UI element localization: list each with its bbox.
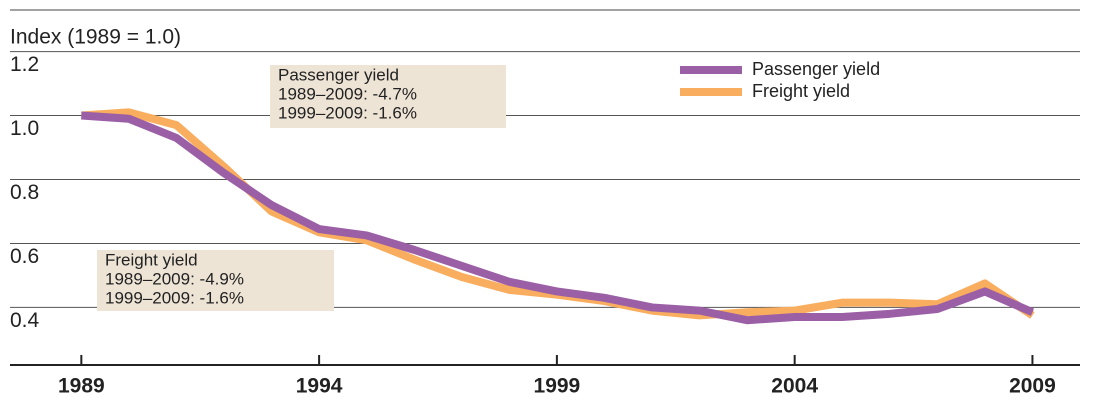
y-tick-label: 1.0 [10, 117, 39, 140]
annotation-box [97, 250, 334, 311]
x-tick-label: 1994 [296, 375, 343, 398]
annotation-text: Freight yield [105, 250, 198, 269]
legend-label: Freight yield [752, 81, 850, 101]
y-axis-label: Index (1989 = 1.0) [10, 26, 181, 49]
legend-label: Passenger yield [752, 59, 880, 79]
annotation-text: 1989–2009: -4.7% [278, 84, 417, 103]
annotation-box [270, 65, 506, 128]
annotation-text: 1999–2009: -1.6% [278, 103, 417, 122]
annotation-text: Passenger yield [278, 65, 399, 84]
series-line [81, 111, 1035, 325]
y-tick-label: 0.8 [10, 181, 39, 204]
annotation-text: 1989–2009: -4.9% [105, 269, 244, 288]
annotation-text: 1999–2009: -1.6% [105, 288, 244, 307]
x-tick-label: 1989 [58, 375, 105, 398]
y-tick-label: 0.4 [10, 309, 40, 332]
y-tick-label: 1.2 [10, 53, 39, 76]
x-tick-label: 2004 [771, 375, 818, 398]
x-tick-label: 2009 [1009, 375, 1056, 398]
y-tick-label: 0.6 [10, 245, 39, 268]
x-tick-label: 1999 [534, 375, 581, 398]
